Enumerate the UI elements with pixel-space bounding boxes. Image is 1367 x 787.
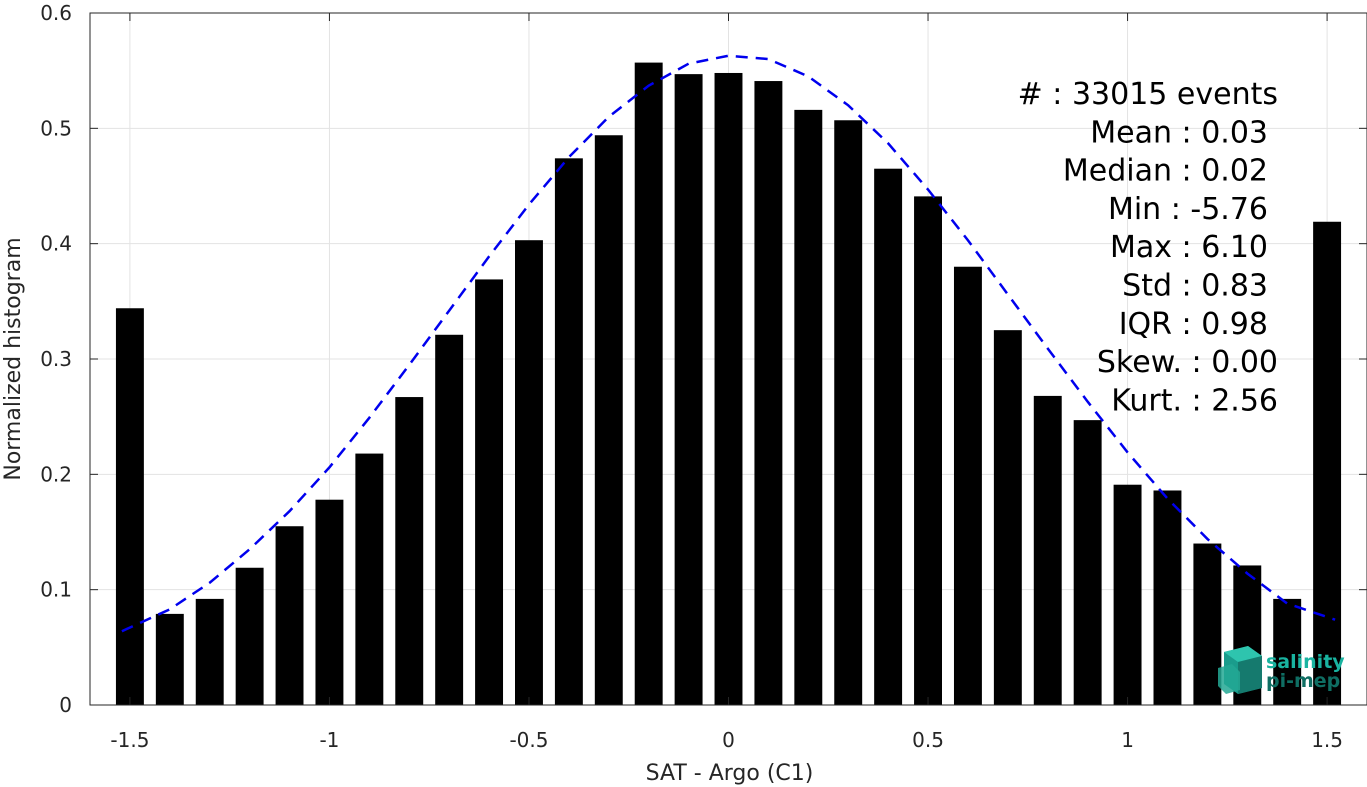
- histogram-bar: [554, 158, 583, 705]
- histogram-bar: [315, 499, 344, 705]
- x-tick-label: -0.5: [509, 728, 548, 752]
- stat-line: Std : 0.83: [1122, 269, 1268, 304]
- histogram-bar: [953, 266, 982, 705]
- y-tick-label: 0: [59, 693, 72, 717]
- x-tick-label: -1.5: [110, 728, 149, 752]
- logo-text-salinity: salinity: [1266, 651, 1345, 673]
- histogram-bar: [1033, 395, 1062, 705]
- normal-fit-curve: [121, 54, 1336, 633]
- histogram-bar: [674, 74, 703, 706]
- histogram-bar: [1193, 543, 1222, 705]
- x-tick-label: 1.5: [1311, 728, 1343, 752]
- histogram-bar: [515, 240, 543, 705]
- histogram-bar: [874, 168, 903, 705]
- logo-text-pimep: pi-mep: [1266, 670, 1340, 692]
- stat-line: Skew. : 0.00: [1097, 345, 1278, 380]
- histogram-bar: [754, 81, 783, 705]
- histogram-bar: [1113, 484, 1142, 705]
- histogram-bar: [435, 334, 464, 705]
- x-tick-label: 0.5: [912, 728, 944, 752]
- y-axis-label: Normalized histogram: [1, 237, 26, 480]
- y-tick-label: 0.1: [40, 578, 72, 602]
- y-tick-label: 0.2: [40, 462, 72, 486]
- bars-layer: [115, 62, 1342, 706]
- histogram-bar: [914, 196, 942, 705]
- y-tick-label: 0.4: [40, 232, 72, 256]
- histogram-bar: [195, 598, 224, 705]
- histogram-bar: [834, 120, 863, 705]
- histogram-bar: [794, 109, 823, 705]
- histogram-bar: [1073, 420, 1102, 705]
- x-axis-label: SAT - Argo (C1): [646, 761, 814, 786]
- salinity-pimep-logo: salinity pi-mep: [1218, 646, 1345, 694]
- histogram-bar: [714, 72, 743, 706]
- stat-line: Median : 0.02: [1063, 154, 1268, 189]
- histogram-bar: [395, 397, 424, 705]
- histogram-bar: [1313, 221, 1342, 705]
- x-tick-label: 1: [1121, 728, 1134, 752]
- y-tick-label: 0.6: [40, 1, 72, 25]
- stat-line: Min : -5.76: [1108, 192, 1268, 227]
- y-tick-label: 0.3: [40, 347, 72, 371]
- x-tick-label: 0: [722, 728, 735, 752]
- histogram-bar: [235, 567, 264, 705]
- histogram-bar: [1273, 598, 1302, 705]
- y-tick-label: 0.5: [40, 116, 72, 140]
- histogram-bar: [275, 526, 304, 705]
- stat-line: Kurt. : 2.56: [1111, 383, 1278, 418]
- y-axis-ticks: 0 0.1 0.2 0.3 0.4 0.5 0.6: [40, 1, 1367, 717]
- stat-line: Mean : 0.03: [1090, 115, 1268, 150]
- histogram-bar: [1153, 490, 1182, 705]
- stat-line: # : 33015 events: [1018, 77, 1278, 112]
- stat-line: Max : 6.10: [1110, 230, 1268, 265]
- histogram-bar: [115, 308, 144, 705]
- stat-line: IQR : 0.98: [1119, 307, 1268, 342]
- histogram-bar: [155, 613, 184, 705]
- histogram-bar: [993, 330, 1022, 705]
- histogram-bar: [355, 453, 384, 705]
- x-tick-label: -1: [319, 728, 339, 752]
- histogram-bar: [475, 279, 504, 705]
- histogram-bar: [594, 135, 623, 706]
- histogram-bar: [634, 62, 663, 706]
- x-axis-ticks: -1.5 -1 -0.5 0 0.5 1 1.5: [110, 13, 1343, 752]
- cube-logo-icon: [1218, 646, 1262, 694]
